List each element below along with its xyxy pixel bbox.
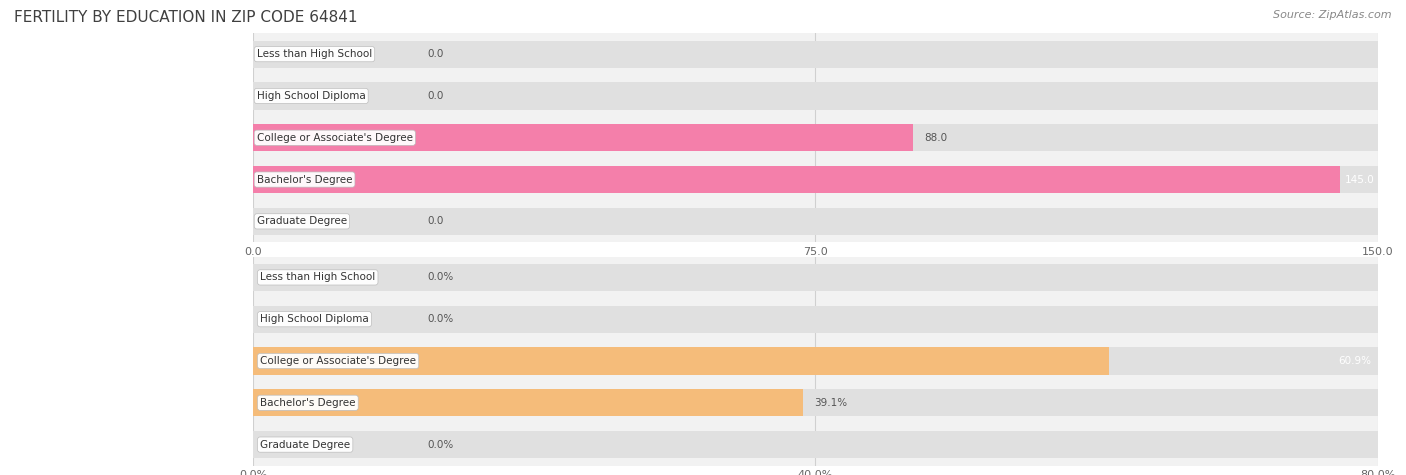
Bar [253, 40, 1378, 68]
Bar [253, 431, 1378, 458]
Bar [253, 389, 803, 417]
Text: 39.1%: 39.1% [814, 398, 848, 408]
Text: Less than High School: Less than High School [260, 272, 375, 283]
Text: 0.0%: 0.0% [427, 272, 454, 283]
Text: FERTILITY BY EDUCATION IN ZIP CODE 64841: FERTILITY BY EDUCATION IN ZIP CODE 64841 [14, 10, 357, 25]
Text: 0.0: 0.0 [427, 216, 444, 227]
Bar [253, 82, 1378, 110]
Text: 88.0: 88.0 [924, 133, 948, 143]
Bar [253, 264, 1378, 291]
Text: 0.0: 0.0 [427, 91, 444, 101]
Text: Graduate Degree: Graduate Degree [260, 439, 350, 450]
Text: Bachelor's Degree: Bachelor's Degree [257, 174, 353, 185]
Text: Source: ZipAtlas.com: Source: ZipAtlas.com [1274, 10, 1392, 19]
Bar [253, 124, 912, 152]
Text: College or Associate's Degree: College or Associate's Degree [257, 133, 413, 143]
Text: High School Diploma: High School Diploma [257, 91, 366, 101]
Text: High School Diploma: High School Diploma [260, 314, 368, 324]
Text: Graduate Degree: Graduate Degree [257, 216, 347, 227]
Text: College or Associate's Degree: College or Associate's Degree [260, 356, 416, 366]
Text: 0.0%: 0.0% [427, 439, 454, 450]
Bar [253, 305, 1378, 333]
Bar [253, 166, 1378, 193]
Bar [253, 166, 1340, 193]
Text: Less than High School: Less than High School [257, 49, 373, 59]
Text: 0.0: 0.0 [427, 49, 444, 59]
Text: Bachelor's Degree: Bachelor's Degree [260, 398, 356, 408]
Bar [253, 389, 1378, 417]
Text: 0.0%: 0.0% [427, 314, 454, 324]
Bar [253, 208, 1378, 235]
Bar [253, 124, 1378, 152]
Text: 60.9%: 60.9% [1339, 356, 1371, 366]
Bar [253, 347, 1378, 375]
Bar [253, 347, 1109, 375]
Text: 145.0: 145.0 [1344, 174, 1374, 185]
